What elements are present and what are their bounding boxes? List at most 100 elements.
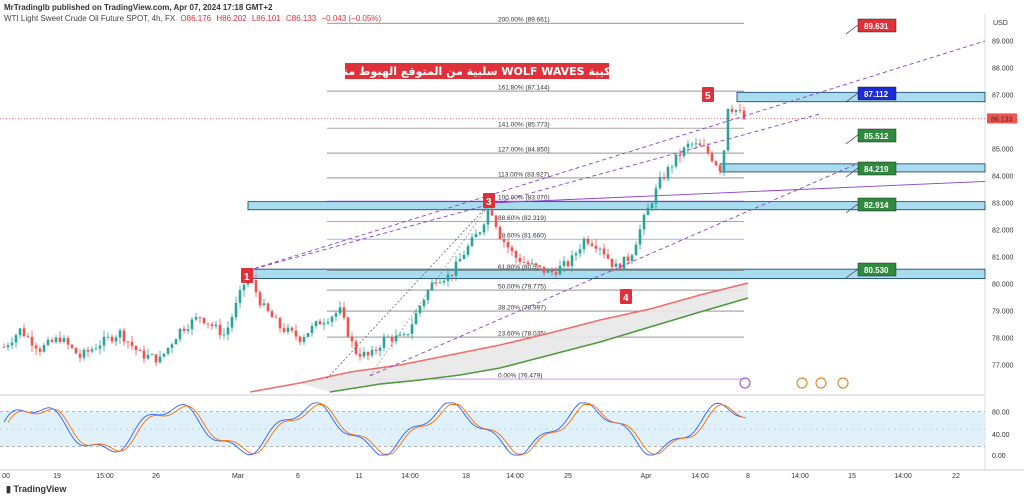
price-box-label: 85.512 [864,132,889,141]
candle-body [658,176,662,189]
candle-body [254,280,258,293]
candle-body [486,210,490,225]
candle-body [122,330,126,342]
candle-body [50,339,54,342]
x-tick-label: 14:00 [401,473,419,480]
x-tick-label: 25 [564,473,572,480]
symbol-name[interactable]: WTI Light Sweet Crude Oil Future SPOT, 4… [4,14,176,23]
candle-body [278,318,282,329]
ohlc-open: O86.176 [180,14,212,23]
price-box [857,86,897,101]
candle-body [578,249,582,254]
wolf-1-3-line [489,180,986,204]
price-box-label: 87.112 [864,90,889,99]
candle-body [406,333,410,335]
publisher-bar: MrTradinglb published on TradingView.com… [0,0,1024,16]
candle-body [694,143,698,145]
candle-body [66,338,70,345]
candle-body [282,328,286,332]
fib-level-label: 50.00% (79.775) [498,284,546,291]
x-tick-label: 15 [848,473,856,480]
fib-trend-line [369,202,491,376]
candle-body [330,316,334,322]
x-tick-label: 6 [296,473,300,480]
candle-body [110,336,114,342]
fib-level-label: 23.60% (78.035) [498,331,546,338]
currency-label[interactable]: USD [993,20,1008,27]
candle-body [674,154,678,167]
y-tick-label: 82.000 [992,228,1014,235]
wave-label-1: 1 [244,272,250,283]
candle-body [582,238,586,250]
candle-body [390,336,394,342]
candle-body [690,143,694,145]
candle-body [34,345,38,349]
candle-body [234,302,238,318]
price-box [857,128,897,143]
x-tick-label: 18 [462,473,470,480]
candle-body [422,300,426,306]
price-box-label: 80.530 [864,266,889,275]
fib-level-label: 78.60% (81.660) [498,233,546,240]
tradingview-logo[interactable]: ▮ TradingView [6,484,66,495]
candle-body [498,226,502,240]
candle-body [74,347,78,354]
banner-text: تركيبة WOLF WAVES سلبية من المتوقع الهبو… [333,65,622,78]
candle-body [682,147,686,157]
candle-body [590,243,594,246]
candle-body [218,324,222,336]
tv-logo-icon: ▮ [6,484,11,494]
wave-label-box [702,87,714,102]
candle-body [6,345,10,348]
candle-body [382,336,386,348]
candle-body [266,303,270,312]
wave-label-3: 3 [486,197,492,208]
candle-body [338,307,342,314]
candle-body [574,253,578,256]
candle-body [310,325,314,334]
candle-body [678,154,682,157]
candle-body [94,348,98,350]
candle-body [710,153,714,162]
price-box [857,18,897,33]
x-tick-label: 22 [952,473,960,480]
candle-body [42,345,46,352]
x-tick-label: 19 [53,473,61,480]
candle-body [514,251,518,258]
candle-body [214,324,218,327]
support-resistance-zone [247,201,986,211]
candle-body [182,328,186,331]
candle-body [170,344,174,348]
wolf-target-line [247,40,986,271]
wave-label-box [483,193,495,208]
candle-body [174,339,178,345]
candle-body [378,347,382,351]
candle-body [502,239,506,242]
candle-body [326,321,330,324]
candle-body [306,333,310,338]
candle-body [478,232,482,235]
candle-body [538,265,542,267]
candle-body [698,143,702,146]
candle-body [626,256,630,262]
candle-body [466,246,470,256]
candle-body [126,341,130,343]
candle-body [506,241,510,248]
candle-body [630,255,634,262]
y-tick-label: 83.000 [992,201,1014,208]
candle-body [130,341,134,346]
wave-label-box [620,289,632,304]
price-box-connector [845,92,859,103]
candle-body [454,261,458,276]
candle-body [86,349,90,352]
candle-body [662,176,666,179]
banner [345,63,609,79]
candle-body [98,345,102,349]
candle-body [598,248,602,250]
y-tick-label: 79.000 [992,309,1014,316]
y-tick-label: 85.000 [992,147,1014,154]
candle-body [386,336,390,338]
price-box-label: 89.631 [864,22,889,31]
y-tick-label: 81.000 [992,255,1014,262]
